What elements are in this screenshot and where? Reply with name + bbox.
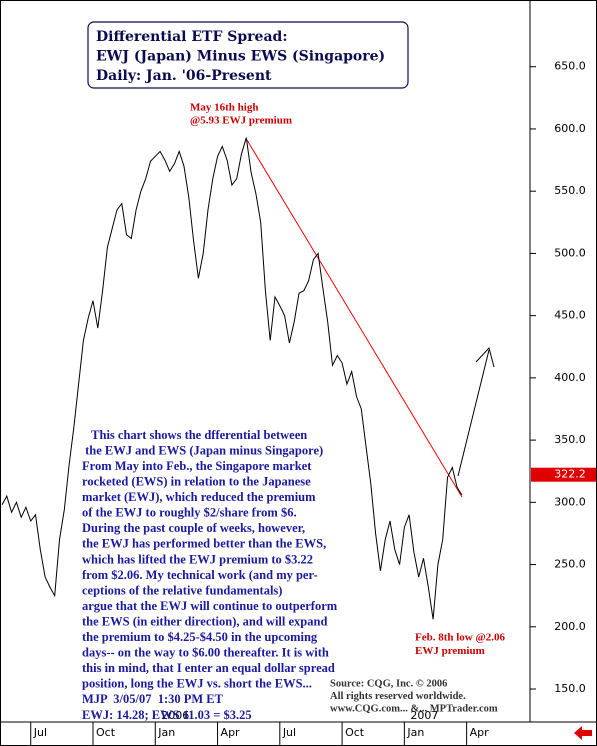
series-line: [1, 137, 463, 620]
trend-line: [246, 139, 463, 498]
commentary-line: from $2.06. My technical work (and my pe…: [82, 568, 318, 582]
y-tick-label: 450.0: [554, 309, 586, 322]
x-tick-label: Apr: [221, 726, 241, 739]
source-line: www.CQG.com... &... MPTrader.com: [330, 703, 498, 714]
nav-arrow[interactable]: [574, 726, 592, 740]
commentary-line: During the past couple of weeks, however…: [82, 521, 305, 535]
title-line: EWJ (Japan) Minus EWS (Singapore): [96, 49, 385, 65]
y-tick-label: 300.0: [554, 495, 586, 508]
commentary-line: From May into Feb., the Singapore market: [82, 459, 312, 473]
source-line: All rights reserved worldwide.: [330, 691, 466, 702]
low-annotation: Feb. 8th low @2.06: [415, 632, 505, 644]
commentary-line: This chart shows the dfferential between: [82, 428, 307, 442]
commentary-line: which has lifted the EWJ premium to $3.2…: [82, 552, 313, 566]
commentary-line: rocketed (EWS) in relation to the Japane…: [82, 475, 311, 489]
y-tick-label: 350.0: [554, 433, 586, 446]
source-line: Source: CQG, Inc. © 2006: [330, 678, 447, 689]
low-annotation: EWJ premium: [415, 645, 485, 657]
commentary-line: of the EWJ to roughly $2/share from $6.: [82, 506, 297, 520]
commentary-line: the EWJ has performed better than the EW…: [82, 537, 326, 551]
title-box: [87, 21, 409, 89]
y-tick-label: 250.0: [554, 558, 586, 571]
x-tick-label: Oct: [345, 726, 365, 739]
x-tick-label: Apr: [470, 726, 490, 739]
title-line: Differential ETF Spread:: [96, 29, 287, 45]
year-label: 2006: [161, 709, 189, 722]
commentary-line: the EWS (in either direction), and will …: [82, 614, 327, 628]
y-tick-label: 400.0: [554, 371, 586, 384]
arrow-head: [475, 346, 495, 368]
commentary-line: position, long the EWJ vs. short the EWS…: [82, 677, 312, 691]
last-value-box: [531, 467, 596, 482]
x-tick-label: Oct: [96, 726, 116, 739]
x-tick-label: Jul: [33, 726, 47, 739]
y-tick-label: 550.0: [554, 184, 586, 197]
commentary-line: the premium to $4.25-$4.50 in the upcomi…: [82, 630, 318, 644]
year-label: 2007: [410, 709, 438, 722]
x-tick-label: Jan: [157, 726, 175, 739]
x-tick-label: Jul: [282, 726, 296, 739]
y-tick-label: 200.0: [554, 620, 586, 633]
high-annotation: May 16th high: [190, 102, 258, 114]
commentary-line: market (EWJ), which reduced the premium: [82, 490, 316, 504]
commentary-line: MJP 3/05/07 1:30 PM ET: [82, 692, 224, 706]
commentary-line: argue that the EWJ will continue to outp…: [82, 599, 338, 613]
commentary-line: this in mind, that I enter an equal doll…: [82, 661, 335, 675]
last-value-label: 322.2: [554, 468, 586, 481]
high-annotation: @5.93 EWJ premium: [190, 115, 292, 127]
commentary-line: ceptions of the relative fundamentals): [82, 583, 282, 597]
y-tick-label: 500.0: [554, 246, 586, 259]
commentary-line: the EWJ and EWS (Japan minus Singapore): [82, 443, 323, 457]
commentary-line: days-- on the way to $6.00 thereafter. I…: [82, 646, 329, 660]
title-line: Daily: Jan. '06-Present: [96, 68, 272, 84]
y-tick-label: 650.0: [554, 60, 586, 73]
forecast-arrow: [457, 349, 490, 477]
commentary-line: EWJ: 14.28; EWS 11.03 = $3.25: [82, 708, 252, 722]
y-tick-label: 150.0: [554, 682, 586, 695]
x-tick-label: Jan: [406, 726, 424, 739]
y-tick-label: 600.0: [554, 122, 586, 135]
